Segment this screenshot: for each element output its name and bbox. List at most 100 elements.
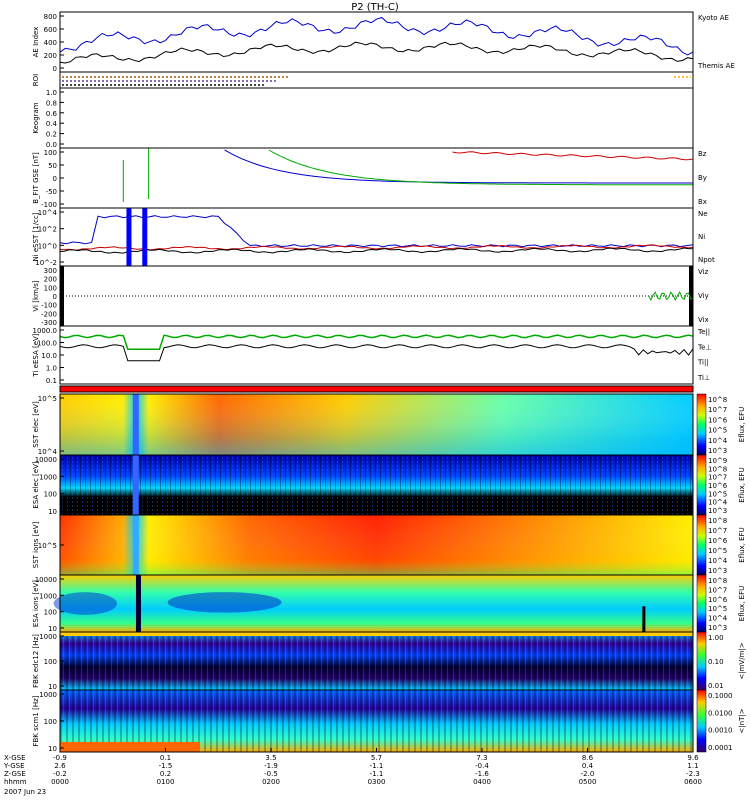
time-axis-row-label: Z-GSE bbox=[4, 770, 26, 778]
y-tick-label: 10 bbox=[48, 683, 57, 691]
spectrogram-sst-elec-shade bbox=[60, 394, 693, 455]
time-axis-value: 9.6 bbox=[687, 754, 699, 762]
time-axis-value: 0200 bbox=[262, 778, 280, 786]
y-tick-label: 0.0 bbox=[46, 141, 57, 149]
y-axis-label: Ti eESA [eV] bbox=[32, 333, 40, 377]
series-themis-ae bbox=[59, 41, 694, 64]
colorbar bbox=[696, 574, 707, 633]
y-axis-label: Vi [km/s] bbox=[32, 280, 40, 311]
panel-ni: 10^4 10^2 10^0 10^-2Ni eSST [1/cc] Ne Ni Npot bbox=[32, 207, 715, 267]
spectrogram-esa-elec-texture bbox=[60, 455, 693, 515]
y-tick-label: 10 bbox=[48, 745, 57, 753]
plot-title: P2 (TH-C) bbox=[351, 2, 399, 13]
colorbar-tick: 10^7 bbox=[708, 527, 727, 535]
y-tick-label: 0 bbox=[53, 65, 57, 73]
panels-group: 800 600 400 200 0 AE Index Kyoto AE Themis AE RO… bbox=[32, 11, 746, 753]
y-axis-label: SST elec [eV] bbox=[32, 401, 40, 448]
y-tick-label: 200 bbox=[44, 276, 57, 284]
time-axis-row-label: Y-GSE bbox=[3, 762, 25, 770]
time-axis-value: -0.4 bbox=[475, 762, 489, 770]
colorbar-label: <|nT|> bbox=[738, 708, 746, 733]
colorbar-tick: 10^4 bbox=[708, 499, 728, 507]
spectrogram-spike bbox=[642, 606, 646, 632]
y-tick-label: 600 bbox=[44, 26, 57, 34]
time-axis-value: 2.6 bbox=[54, 762, 66, 770]
y-tick-label: 0 bbox=[53, 175, 57, 183]
spectrogram-sst-ions-shade bbox=[60, 515, 693, 575]
colorbar-tick: 10^4 bbox=[708, 615, 728, 623]
colorbar-tick: 10^5 bbox=[708, 605, 727, 613]
time-axis-value: 1.1 bbox=[687, 762, 698, 770]
time-axis-value: 7.3 bbox=[476, 754, 487, 762]
colorbar bbox=[696, 689, 707, 753]
y-tick-label: 0.8 bbox=[46, 99, 57, 107]
spectrogram-gap bbox=[132, 515, 139, 575]
colorbar bbox=[696, 393, 707, 456]
y-axis-label: Keogram bbox=[32, 102, 40, 133]
colorbar bbox=[696, 631, 707, 691]
series-te-par bbox=[59, 344, 694, 362]
colorbar-label: Eflux, EFU bbox=[738, 586, 746, 621]
colorbar-tick: 10^5 bbox=[708, 490, 727, 498]
y-tick-label: 100 bbox=[44, 718, 57, 726]
colorbar-label: Eflux, EFU bbox=[738, 407, 746, 442]
time-axis-value: -0.9 bbox=[53, 754, 67, 762]
legend-kyoto-ae: Kyoto AE bbox=[698, 14, 729, 22]
colorbar-tick: 10^6 bbox=[708, 596, 728, 604]
y-axis-label: FBK edc12 [Hz] bbox=[32, 634, 40, 688]
series-ni bbox=[59, 247, 694, 254]
legend-ne: Ne bbox=[698, 210, 708, 218]
panel-roi: ROI bbox=[32, 71, 694, 89]
series-viy bbox=[648, 291, 694, 302]
y-tick-label: 10^4 bbox=[38, 448, 58, 456]
time-axis-value: -1.9 bbox=[264, 762, 278, 770]
colorbar-tick: 10^6 bbox=[708, 482, 728, 490]
time-axis-value: 0300 bbox=[368, 778, 386, 786]
time-axis-value: 0100 bbox=[157, 778, 175, 786]
colorbar-tick: 0.0001 bbox=[708, 744, 733, 752]
series-by bbox=[268, 149, 693, 186]
legend-ti-: Ti⊥ bbox=[697, 374, 710, 382]
data-edge bbox=[689, 266, 693, 326]
time-axis-value: -0.5 bbox=[264, 770, 278, 778]
colorbar-label: Eflux, EFU bbox=[738, 467, 746, 502]
y-tick-label: 100 bbox=[44, 491, 57, 499]
y-tick-label: 1.0 bbox=[46, 89, 57, 97]
spectrogram-top-band bbox=[60, 632, 693, 636]
colorbar-tick: 10^4 bbox=[708, 437, 728, 445]
time-axis-value: 0.1 bbox=[160, 754, 171, 762]
colorbar-tick: 10^7 bbox=[708, 586, 727, 594]
panel-ae: 800 600 400 200 0 AE Index Kyoto AE Themis AE bbox=[32, 11, 735, 73]
time-axis-date: 2007 Jun 23 bbox=[4, 788, 46, 796]
legend-te-: Te⊥ bbox=[697, 343, 712, 351]
y-axis-label: FBK scm1 [Hz] bbox=[32, 695, 40, 746]
y-tick-label: 10^0 bbox=[38, 242, 57, 250]
colorbar-tick: 10^6 bbox=[708, 537, 728, 545]
y-tick-label: -200 bbox=[41, 310, 57, 318]
panel-frame bbox=[59, 265, 694, 327]
spectrogram-fbk-edc-texture bbox=[60, 632, 693, 690]
y-tick-label: 100.0 bbox=[37, 340, 57, 348]
colorbar-label: Eflux, EFU bbox=[738, 527, 746, 562]
legend-ni: Ni bbox=[698, 233, 705, 241]
panel-fbk_e: 1000 100 10 FBK edc12 [Hz] 1.00 0.10 0.01 <|mV/… bbox=[32, 631, 746, 691]
spectrogram-gap bbox=[135, 575, 141, 632]
colorbar bbox=[696, 514, 707, 576]
time-axis-value: -1.6 bbox=[475, 770, 489, 778]
time-axis-value: -2.3 bbox=[686, 770, 700, 778]
y-axis-label: AE Index bbox=[32, 27, 40, 58]
colorbar-tick: 1.00 bbox=[708, 634, 724, 642]
legend-ti-: Ti|| bbox=[697, 359, 709, 367]
y-axis-label: ROI bbox=[32, 74, 40, 86]
y-tick-label: 10000 bbox=[35, 456, 57, 464]
series-ti-par bbox=[59, 334, 694, 350]
spectrogram-gap bbox=[132, 394, 139, 455]
y-tick-label: 1000.0 bbox=[33, 327, 58, 335]
legend-bz: Bz bbox=[698, 150, 707, 158]
y-tick-label: 100 bbox=[44, 149, 57, 157]
y-tick-label: -50 bbox=[46, 188, 57, 196]
series-bz bbox=[452, 151, 694, 161]
